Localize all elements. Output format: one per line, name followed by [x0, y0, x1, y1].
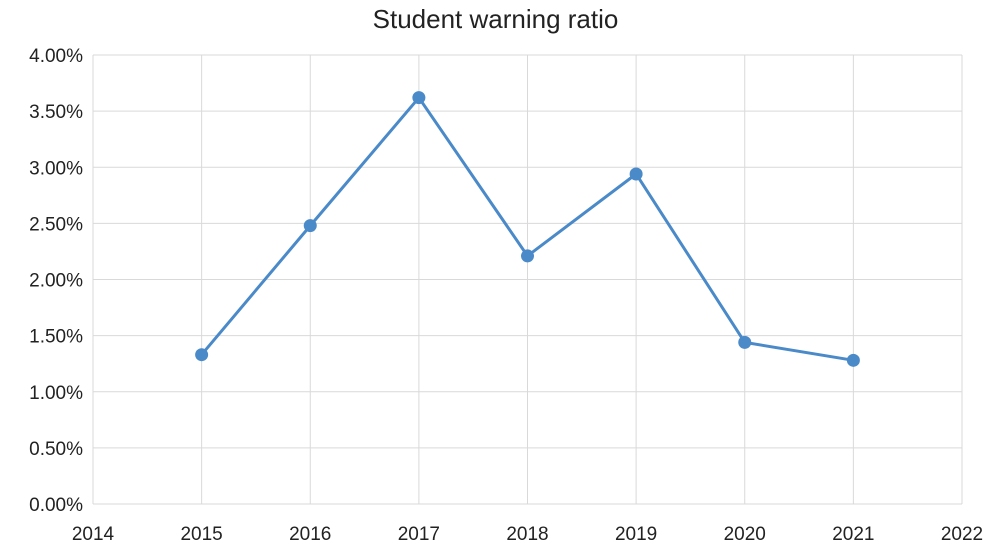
y-tick-label: 0.50% — [29, 439, 83, 460]
data-point — [738, 335, 752, 349]
y-tick-label: 0.00% — [29, 495, 83, 516]
x-tick-label: 2014 — [72, 524, 115, 545]
data-point — [195, 348, 209, 362]
data-point — [846, 353, 860, 367]
y-tick-label: 2.00% — [29, 271, 83, 292]
chart-title: Student warning ratio — [372, 4, 619, 34]
data-point — [412, 91, 426, 105]
y-tick-label: 1.50% — [29, 327, 83, 348]
x-tick-label: 2015 — [180, 524, 222, 545]
y-tick-label: 3.00% — [29, 158, 83, 179]
y-tick-label: 4.00% — [29, 46, 83, 67]
y-tick-label: 1.00% — [29, 383, 83, 404]
x-tick-label: 2022 — [941, 524, 983, 545]
x-tick-label: 2021 — [832, 524, 874, 545]
x-tick-label: 2018 — [506, 524, 548, 545]
y-tick-label: 3.50% — [29, 102, 83, 123]
data-point — [629, 167, 643, 181]
x-tick-label: 2017 — [398, 524, 440, 545]
data-point — [521, 249, 534, 263]
data-point — [303, 219, 317, 233]
x-tick-label: 2020 — [724, 524, 766, 545]
x-tick-label: 2019 — [615, 524, 657, 545]
x-tick-label: 2016 — [289, 524, 331, 545]
y-tick-label: 2.50% — [29, 214, 83, 235]
